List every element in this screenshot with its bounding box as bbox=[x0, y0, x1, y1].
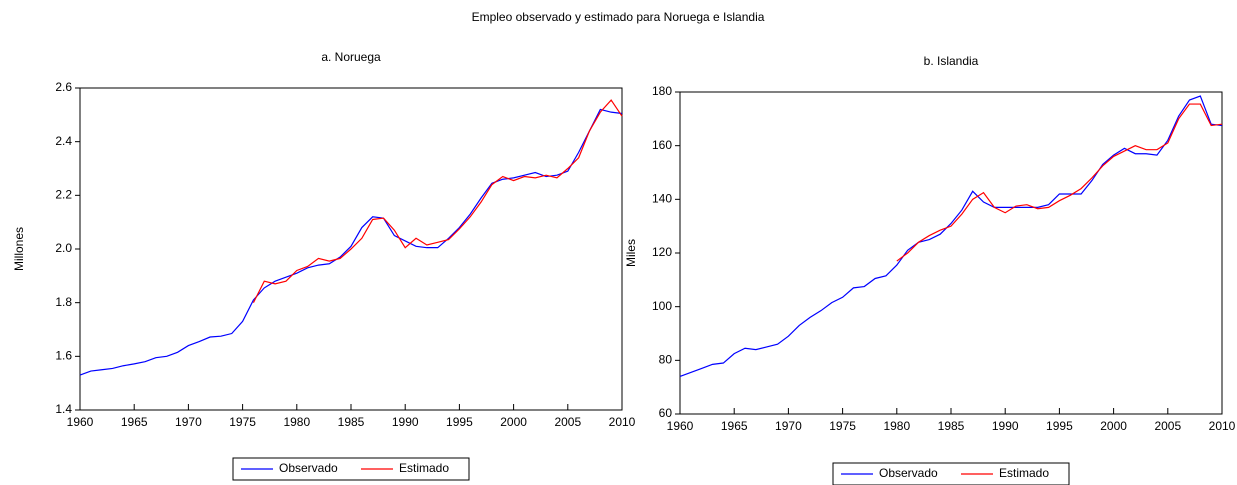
x-tick-label: 1990 bbox=[392, 415, 419, 429]
chart-title: b. Islandia bbox=[924, 54, 979, 68]
y-tick-label: 140 bbox=[652, 192, 672, 206]
y-axis-label: Millones bbox=[12, 227, 26, 271]
x-tick-label: 1985 bbox=[938, 419, 965, 433]
y-tick-label: 160 bbox=[652, 138, 672, 152]
x-tick-label: 1995 bbox=[446, 415, 473, 429]
plot-frame bbox=[679, 91, 1223, 415]
y-tick-label: 120 bbox=[652, 245, 672, 259]
y-tick-label: 80 bbox=[659, 353, 673, 367]
series-line bbox=[896, 103, 1223, 262]
series-line bbox=[252, 99, 623, 303]
x-tick-label: 1985 bbox=[338, 415, 365, 429]
x-tick-label: 1960 bbox=[67, 415, 94, 429]
figure-title: Empleo observado y estimado para Noruega… bbox=[472, 10, 765, 24]
legend-label: Observado bbox=[279, 461, 338, 475]
x-tick-label: 1980 bbox=[283, 415, 310, 429]
x-tick-label: 1975 bbox=[229, 415, 256, 429]
legend-box bbox=[832, 462, 1070, 485]
y-tick-label: 2.4 bbox=[55, 134, 72, 148]
x-tick-label: 2010 bbox=[1209, 419, 1236, 433]
legend-label: Observado bbox=[879, 466, 938, 480]
y-tick-label: 100 bbox=[652, 299, 672, 313]
x-tick-label: 1970 bbox=[175, 415, 202, 429]
x-tick-label: 1970 bbox=[775, 419, 802, 433]
x-tick-label: 2000 bbox=[500, 415, 527, 429]
chart-title: a. Noruega bbox=[321, 50, 381, 64]
x-tick-label: 2010 bbox=[609, 415, 636, 429]
x-tick-label: 1960 bbox=[667, 419, 694, 433]
x-tick-label: 2000 bbox=[1100, 419, 1127, 433]
legend-box bbox=[232, 457, 470, 481]
y-tick-label: 1.6 bbox=[55, 349, 72, 363]
x-tick-label: 2005 bbox=[1154, 419, 1181, 433]
x-tick-label: 2005 bbox=[554, 415, 581, 429]
y-axis-label: Miles bbox=[624, 239, 638, 267]
x-tick-label: 1975 bbox=[829, 419, 856, 433]
y-tick-label: 60 bbox=[659, 406, 673, 420]
series-line bbox=[79, 108, 623, 376]
legend-label: Estimado bbox=[999, 466, 1049, 480]
x-tick-label: 1990 bbox=[992, 419, 1019, 433]
y-tick-label: 2.0 bbox=[55, 241, 72, 255]
y-tick-label: 1.8 bbox=[55, 295, 72, 309]
y-tick-label: 180 bbox=[652, 84, 672, 98]
y-tick-label: 2.2 bbox=[55, 188, 72, 202]
y-tick-label: 1.4 bbox=[55, 402, 72, 416]
x-tick-label: 1980 bbox=[883, 419, 910, 433]
series-line bbox=[679, 95, 1223, 377]
x-tick-label: 1995 bbox=[1046, 419, 1073, 433]
y-tick-label: 2.6 bbox=[55, 80, 72, 94]
x-tick-label: 1965 bbox=[121, 415, 148, 429]
x-tick-label: 1965 bbox=[721, 419, 748, 433]
legend-label: Estimado bbox=[399, 461, 449, 475]
